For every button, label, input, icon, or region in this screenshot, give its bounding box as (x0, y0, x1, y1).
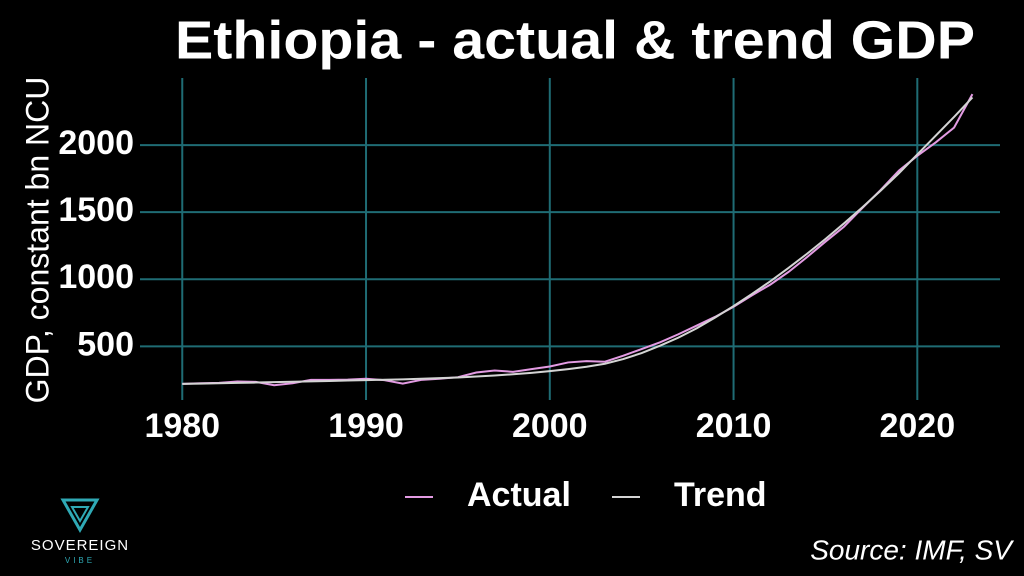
logo-name: SOVEREIGN (31, 537, 129, 554)
y-tick-label: 1500 (58, 191, 134, 229)
y-tick-label: 2000 (58, 124, 134, 162)
series-line (182, 93, 974, 387)
y-tick-label: 500 (77, 325, 134, 363)
logo-tagline: VIBE (65, 556, 95, 565)
x-tick-label: 2000 (512, 407, 588, 445)
legend-label: Actual (467, 476, 571, 514)
y-axis-label: GDP, constant bn NCU (19, 77, 55, 404)
series-line (182, 96, 974, 385)
logo-icon (70, 506, 90, 524)
logo-icon (60, 498, 100, 534)
x-tick-label: 1980 (144, 407, 220, 445)
x-tick-label: 2020 (879, 407, 955, 445)
source: Source: IMF, SV (810, 534, 1014, 565)
chart-title: Ethiopia - actual & trend GDP (175, 10, 975, 70)
x-tick-label: 2010 (696, 407, 772, 445)
legend-label: Trend (674, 476, 767, 514)
logo: SOVEREIGN VIBE (31, 498, 129, 565)
y-tick-label: 1000 (58, 258, 134, 296)
x-tick-label: 1990 (328, 407, 404, 445)
